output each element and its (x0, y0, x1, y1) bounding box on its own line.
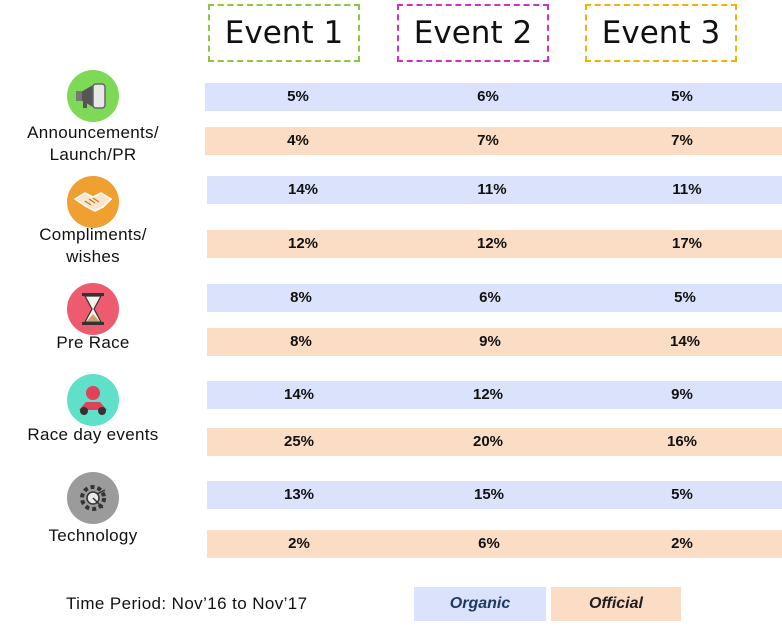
event-2-header: Event 2 (397, 4, 549, 62)
value-cell: 4% (287, 132, 309, 149)
category-line: Pre Race (56, 333, 130, 352)
official-band-technology: 2% 6% 2% (207, 530, 782, 558)
category-line: Compliments/ (39, 225, 147, 244)
organic-band-pre-race: 8% 6% 5% (207, 284, 782, 312)
handshake-icon (67, 176, 119, 228)
category-line: wishes (66, 247, 120, 266)
value-cell: 11% (477, 181, 507, 198)
category-label-technology: Technology (0, 525, 186, 547)
organic-band-technology: 13% 15% 5% (207, 481, 782, 509)
race-driver-icon (67, 374, 119, 426)
megaphone-icon (67, 70, 119, 122)
category-label-pre-race: Pre Race (0, 332, 186, 354)
official-band-pre-race: 8% 9% 14% (207, 328, 782, 356)
category-line: Technology (48, 526, 138, 545)
value-cell: 14% (287, 181, 319, 198)
official-band-compliments: 12% 12% 17% (207, 230, 782, 258)
value-cell: 17% (671, 235, 703, 252)
value-cell: 8% (290, 289, 312, 306)
category-line: Race day events (27, 425, 159, 444)
value-cell: 5% (671, 486, 693, 503)
value-cell: 5% (674, 289, 696, 306)
organic-band-announcements: 5% 6% 5% (205, 83, 782, 111)
value-cell: 2% (288, 535, 310, 552)
value-cell: 5% (287, 88, 309, 105)
value-cell: 16% (666, 433, 698, 450)
legend-organic: Organic (414, 587, 546, 621)
value-cell: 6% (479, 289, 501, 306)
value-cell: 14% (283, 386, 315, 403)
value-cell: 5% (671, 88, 693, 105)
value-cell: 7% (671, 132, 693, 149)
hourglass-icon (67, 283, 119, 335)
category-line: Announcements/ (27, 123, 159, 142)
value-cell: 12% (472, 386, 504, 403)
value-cell: 9% (671, 386, 693, 403)
value-cell: 9% (479, 333, 501, 350)
organic-band-race-day: 14% 12% 9% (207, 381, 782, 409)
legend-official: Official (551, 587, 681, 621)
value-cell: 2% (671, 535, 693, 552)
category-label-race-day: Race day events (0, 424, 186, 446)
organic-band-compliments: 14% 11% 11% (207, 176, 782, 204)
category-label-announcements: Announcements/Launch/PR (0, 122, 186, 166)
official-band-race-day: 25% 20% 16% (207, 428, 782, 456)
value-cell: 7% (477, 132, 499, 149)
value-cell: 25% (283, 433, 315, 450)
value-cell: 13% (283, 486, 315, 503)
value-cell: 12% (287, 235, 319, 252)
value-cell: 12% (476, 235, 508, 252)
value-cell: 11% (672, 181, 702, 198)
value-cell: 20% (472, 433, 504, 450)
official-band-announcements: 4% 7% 7% (205, 127, 782, 155)
gear-circuit-icon (67, 472, 119, 524)
time-period-label: Time Period: Nov’16 to Nov’17 (66, 594, 308, 613)
value-cell: 8% (290, 333, 312, 350)
category-label-compliments: Compliments/wishes (0, 224, 186, 268)
value-cell: 6% (477, 88, 499, 105)
category-line: Launch/PR (49, 145, 137, 164)
event-3-header: Event 3 (585, 4, 737, 62)
value-cell: 14% (669, 333, 701, 350)
value-cell: 6% (478, 535, 500, 552)
event-1-header: Event 1 (208, 4, 360, 62)
value-cell: 15% (473, 486, 505, 503)
